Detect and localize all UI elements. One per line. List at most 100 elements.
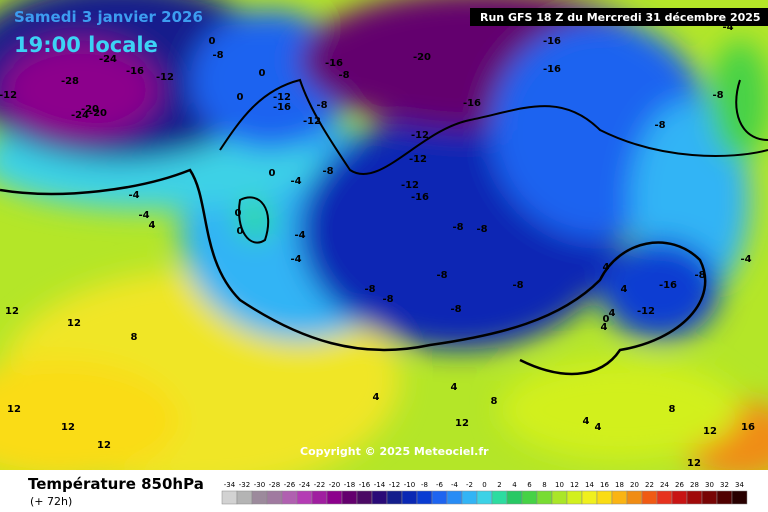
contour-label: -20 [89,108,107,119]
date: Samedi 3 janvier 2026 [14,8,203,26]
scale-label: -32 [239,481,250,489]
contour-label: 4 [621,284,628,295]
contour-label: 4 [583,416,590,427]
contour-label: -8 [512,280,523,291]
contour-label: -8 [212,50,223,61]
scale-label: -34 [224,481,236,489]
color-swatch [491,490,508,505]
contour-label: -8 [316,100,327,111]
scale-label: 12 [570,481,579,489]
contour-label: 0 [237,92,244,103]
contour-label: -4 [740,254,751,265]
copyright: Copyright © 2025 Meteociel.fr [300,445,489,458]
color-swatch [326,490,343,505]
scale-label: 8 [542,481,546,489]
contour-label: -8 [476,224,487,235]
color-swatch [581,490,598,505]
scale-label: 14 [585,481,594,489]
contour-label: -8 [322,166,333,177]
scale-label: -8 [421,481,428,489]
footer-title: Température 850hPa [28,475,204,493]
contour-label: 4 [595,422,602,433]
scale-label: -24 [299,481,311,489]
contour-label: 0 [237,226,244,237]
contour-label: -8 [450,304,461,315]
scale-label: -20 [329,481,340,489]
scale-label: -2 [466,481,473,489]
contour-label: -12 [401,180,419,191]
contour-label: -8 [338,70,349,81]
contour-label: -16 [325,58,343,69]
color-swatch [401,490,418,505]
contour-label: -12 [0,90,17,101]
color-swatch [686,490,703,505]
contour-label: 4 [451,382,458,393]
scale-label: 26 [675,481,684,489]
contour-label: 12 [5,306,19,317]
color-swatch [701,490,718,505]
contour-label: 4 [601,322,608,333]
contour-labels: -24-28-20-24 -20-16-12-12000-8-12-16-12-8… [0,22,755,469]
contour-label: 4 [603,262,610,273]
contour-label: 4 [373,392,380,403]
contour-label: 12 [687,458,701,469]
scale-label: -10 [404,481,415,489]
contour-label: -16 [463,98,481,109]
color-swatch [656,490,673,505]
run-box [470,8,768,26]
contour-label: -8 [436,270,447,281]
scale-label: 20 [630,481,639,489]
contour-label: 8 [491,396,498,407]
contour-label: -16 [126,66,144,77]
contour-label: 0 [209,36,216,47]
color-swatch [221,490,238,505]
contour-label: -12 [303,116,321,127]
contour-label: 8 [669,404,676,415]
contour-label: -8 [364,284,375,295]
scale-label: -28 [269,481,280,489]
contour-label: -12 [637,306,655,317]
contour-label: -20 [81,104,99,115]
color-swatch [416,490,433,505]
color-swatch [536,490,553,505]
run-info: Run GFS 18 Z du Mercredi 31 décembre 202… [480,11,761,24]
color-swatch [356,490,373,505]
color-swatch [476,490,493,505]
scale-label: 10 [555,481,564,489]
contour-label: 0 [269,168,276,179]
color-swatch [386,490,403,505]
contour-label: -12 [273,92,291,103]
scale-label: 18 [615,481,624,489]
contour-label: -4 [294,230,305,241]
color-swatch [641,490,658,505]
contour-label: -28 [61,76,79,87]
scale-label: 4 [512,481,517,489]
scale-label: -12 [389,481,400,489]
color-swatch [626,490,643,505]
color-swatch [446,490,463,505]
color-swatch [311,490,328,505]
scale-label: 30 [705,481,714,489]
color-swatch [236,490,253,505]
color-swatch [506,490,523,505]
footer-lead: (+ 72h) [30,495,72,508]
color-swatch [296,490,313,505]
scale-label: -14 [374,481,386,489]
contour-label: 4 [609,308,616,319]
scale-label: -4 [451,481,459,489]
color-swatch [461,490,478,505]
contour-label: -12 [409,154,427,165]
color-scale: -34 -32 -30 -28 -26 -24 -22 -20 -18 -16 -14 -12 -10-… [221,481,748,505]
contour-label: -12 [411,130,429,141]
scale-label: 2 [497,481,501,489]
color-swatch [251,490,268,505]
color-swatch [731,490,748,505]
contour-label: -4 [290,176,301,187]
contour-label: -8 [452,222,463,233]
contour-label: 12 [97,440,111,451]
contour-label: -8 [712,90,723,101]
contour-label: 4 [149,220,156,231]
scale-label: -26 [284,481,296,489]
contour-label: 12 [455,418,469,429]
color-swatch [371,490,388,505]
